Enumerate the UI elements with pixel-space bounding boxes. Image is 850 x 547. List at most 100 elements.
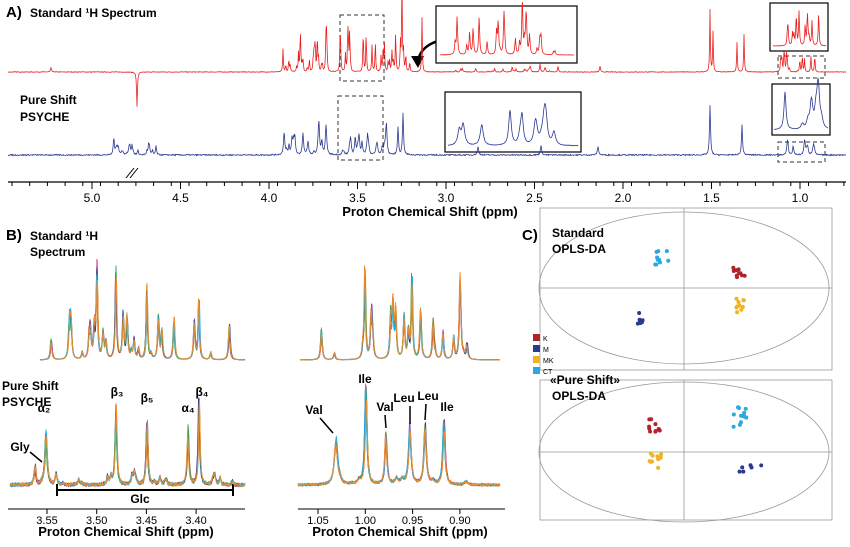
x-tick-label: 1.0 bbox=[792, 191, 809, 205]
score-point bbox=[744, 415, 749, 420]
score-point bbox=[743, 406, 748, 411]
spectrum-trace bbox=[299, 276, 500, 361]
panel-label: C) bbox=[522, 227, 538, 244]
spectrum-trace bbox=[773, 77, 828, 130]
spectrum-trace bbox=[300, 274, 500, 361]
x-tick-label: 3.40 bbox=[185, 515, 206, 527]
x-tick-label: 4.0 bbox=[261, 191, 278, 205]
x-tick-label: 0.90 bbox=[449, 515, 470, 527]
x-tick-label: 3.45 bbox=[136, 515, 157, 527]
x-tick-label: 4.5 bbox=[172, 191, 189, 205]
peak-annotation: β₄ bbox=[195, 385, 208, 399]
spectrum-trace bbox=[40, 277, 246, 361]
x-tick-label: 1.05 bbox=[307, 515, 328, 527]
spectrum-title: Pure Shift bbox=[20, 93, 77, 107]
spectrum-trace bbox=[7, 0, 847, 107]
score-point bbox=[736, 267, 741, 272]
inset-frame bbox=[435, 2, 831, 153]
score-point bbox=[647, 459, 652, 464]
score-point bbox=[650, 453, 655, 458]
score-point bbox=[735, 405, 740, 410]
score-point bbox=[731, 424, 736, 429]
spectrum-trace bbox=[297, 400, 501, 488]
score-point bbox=[638, 319, 643, 324]
peak-annotation: α₂ bbox=[38, 401, 51, 415]
score-point bbox=[659, 452, 664, 457]
spectra bbox=[7, 0, 847, 488]
peak-annotation: Leu bbox=[417, 389, 438, 403]
peak-annotation: α₄ bbox=[181, 401, 194, 415]
spectrum-title: Spectrum bbox=[30, 245, 85, 259]
score-point bbox=[734, 275, 739, 280]
plot-title: OPLS-DA bbox=[552, 389, 606, 403]
panel-label: B) bbox=[6, 227, 22, 244]
score-point bbox=[657, 260, 662, 265]
score-point bbox=[664, 249, 669, 254]
spectrum-trace bbox=[7, 105, 847, 157]
score-point bbox=[637, 310, 642, 315]
score-point bbox=[734, 296, 739, 301]
spectrum-trace bbox=[39, 275, 246, 361]
spectrum-trace bbox=[297, 398, 501, 488]
score-point bbox=[655, 255, 660, 260]
peak-annotation: Ile bbox=[440, 400, 454, 414]
spectrum-title: Standard ¹H bbox=[30, 229, 98, 243]
score-point bbox=[649, 417, 654, 422]
score-point bbox=[647, 424, 652, 429]
score-point bbox=[748, 463, 753, 468]
legend-label: MK bbox=[543, 358, 554, 365]
spectrum-title: PSYCHE bbox=[2, 395, 51, 409]
arrow bbox=[319, 417, 334, 434]
legend-swatch bbox=[533, 345, 540, 352]
peak-annotation: Ile bbox=[358, 372, 372, 386]
x-tick-label: 3.0 bbox=[438, 191, 455, 205]
peak-annotation: Val bbox=[376, 400, 393, 414]
score-point bbox=[666, 258, 671, 263]
score-point bbox=[653, 422, 658, 427]
peak-annotation: Leu bbox=[393, 391, 414, 405]
peak-annotation: β₃ bbox=[111, 385, 124, 399]
arrow-head bbox=[411, 56, 424, 68]
x-tick-label: 2.5 bbox=[526, 191, 543, 205]
peak-annotation: Glc bbox=[130, 492, 150, 506]
peak-annotation: Val bbox=[305, 403, 322, 417]
peak-annotation: β₅ bbox=[141, 391, 154, 405]
score-point bbox=[737, 303, 742, 308]
score-point bbox=[657, 428, 662, 433]
score-point bbox=[735, 310, 740, 315]
score-point bbox=[737, 422, 742, 427]
spectrum-trace bbox=[447, 102, 579, 147]
spectrum-title: Standard ¹H Spectrum bbox=[30, 6, 157, 20]
plot-title: OPLS-DA bbox=[552, 242, 606, 256]
plot-title: «Pure Shift» bbox=[550, 373, 620, 387]
spectrum-trace bbox=[299, 270, 500, 361]
panel-label: A) bbox=[6, 4, 22, 21]
score-point bbox=[737, 469, 742, 474]
legend-swatch bbox=[533, 367, 540, 374]
score-point bbox=[739, 413, 744, 418]
score-point bbox=[759, 463, 764, 468]
x-axis-label: Proton Chemical Shift (ppm) bbox=[342, 204, 518, 219]
arrow bbox=[384, 414, 387, 429]
x-tick-label: 3.50 bbox=[86, 515, 107, 527]
x-tick-label: 2.0 bbox=[615, 191, 632, 205]
spectrum-trace bbox=[772, 10, 826, 47]
spectrum-trace bbox=[439, 1, 575, 56]
spectrum-trace bbox=[297, 403, 501, 488]
spectrum-trace bbox=[299, 265, 501, 361]
spectrum-trace bbox=[299, 269, 501, 361]
spectrum-trace bbox=[299, 275, 500, 361]
x-tick-label: 1.5 bbox=[703, 191, 720, 205]
score-point bbox=[736, 299, 741, 304]
legend-label: M bbox=[543, 347, 549, 354]
score-point bbox=[739, 273, 744, 278]
zoom-box bbox=[337, 14, 826, 163]
spectrum-trace bbox=[9, 399, 246, 488]
spectrum-trace bbox=[297, 390, 501, 487]
x-tick-label: 3.5 bbox=[349, 191, 366, 205]
plot-title: Standard bbox=[552, 226, 604, 240]
x-tick-label: 1.00 bbox=[355, 515, 376, 527]
arrow bbox=[29, 451, 43, 463]
score-point bbox=[731, 265, 736, 270]
